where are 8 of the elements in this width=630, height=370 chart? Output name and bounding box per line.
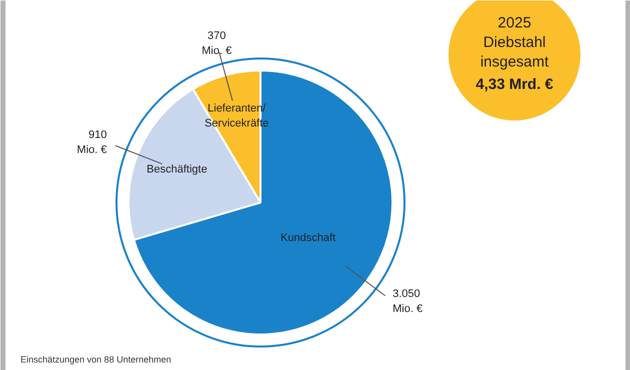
- data-label: 910 Mio. €: [76, 128, 107, 156]
- text: 4,33 Mrd. €: [476, 76, 554, 93]
- text: Einschätzungen von 88 Unternehmen: [20, 354, 172, 364]
- data-label: 3.050 Mio. €: [392, 288, 423, 315]
- text: 2025 Diebstahl insgesamt: [480, 14, 550, 71]
- slice-label: Beschäftigte: [146, 164, 208, 176]
- slice-label: Kundschaft: [280, 232, 336, 244]
- data-label: 370 Mio. €: [202, 30, 232, 57]
